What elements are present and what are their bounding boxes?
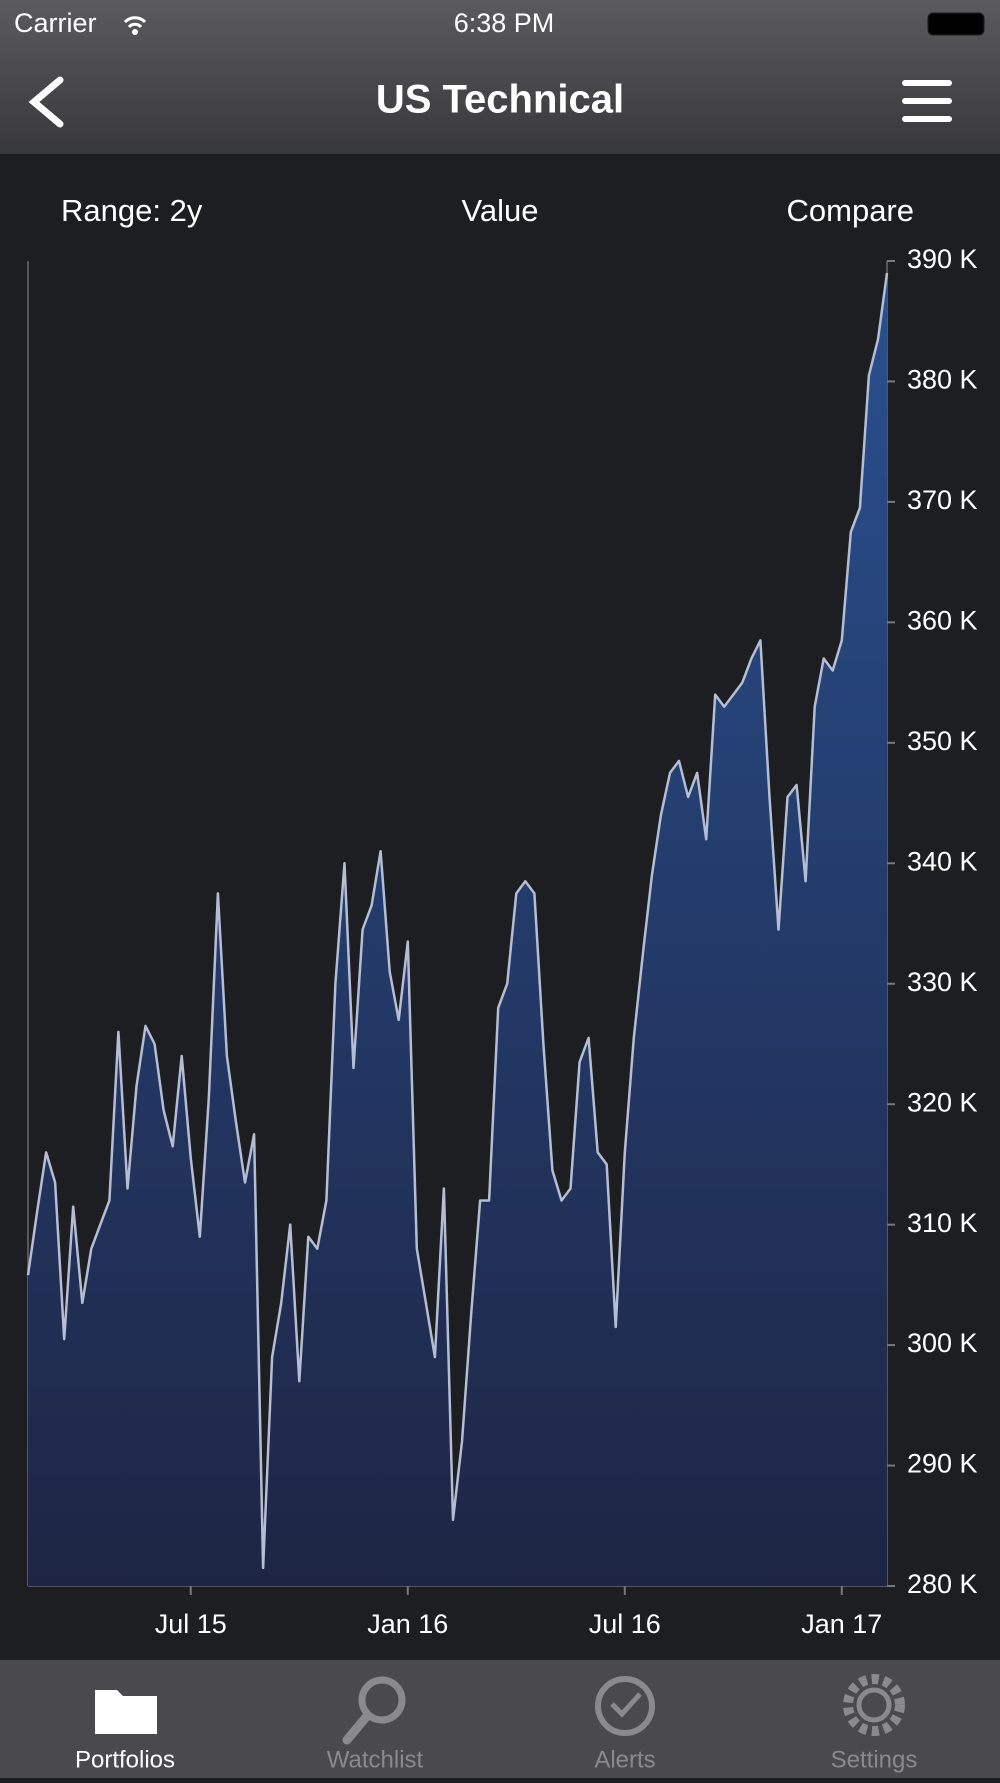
x-tick-label: Jan 16 — [367, 1609, 448, 1639]
battery — [927, 12, 985, 36]
chart: 280 K 290 K 300 K 310 K 320 K 330 K 340 K 350 K… — [26, 244, 978, 1639]
area-fill — [28, 273, 887, 1586]
folder-icon — [95, 1690, 157, 1734]
y-tick-label: 350 K — [907, 726, 978, 756]
tab-label: Alerts — [594, 1746, 655, 1773]
clock: 6:38 PM — [454, 8, 555, 38]
range-button[interactable]: Range: 2y — [61, 193, 203, 228]
menu-button[interactable] — [902, 80, 952, 122]
check-icon — [610, 1692, 642, 1718]
y-tick-label: 290 K — [907, 1449, 978, 1479]
y-tick-label: 370 K — [907, 485, 978, 515]
y-tick-label: 320 K — [907, 1087, 978, 1117]
tab-label: Portfolios — [75, 1746, 175, 1773]
wifi-dot — [132, 29, 138, 35]
line — [26, 272, 889, 1570]
x-tick-label: Jul 16 — [589, 1609, 661, 1639]
y-tick-label: 360 K — [907, 605, 978, 635]
tab-portfolios[interactable]: Portfolios — [75, 1690, 175, 1773]
compare-button[interactable]: Compare — [787, 193, 915, 228]
search-handle — [342, 1711, 372, 1745]
x-tick-label: Jul 15 — [155, 1609, 227, 1639]
y-tick-label: 380 K — [907, 365, 978, 395]
y-tick-label: 300 K — [907, 1328, 978, 1358]
carrier: Carrier — [14, 8, 97, 38]
wifi-icon — [123, 16, 147, 29]
search-icon — [358, 1676, 406, 1724]
gear-icon — [843, 1674, 905, 1736]
y-tick-label: 390 K — [907, 244, 978, 274]
tab-bar — [0, 1660, 1000, 1778]
tab-alerts[interactable]: Alerts — [594, 1676, 656, 1773]
nav-bar — [0, 0, 1000, 154]
y-tick-label: 310 K — [907, 1208, 978, 1238]
back-button[interactable] — [28, 76, 64, 128]
y-tick-label: 340 K — [907, 846, 978, 876]
value-button[interactable]: Value — [462, 193, 539, 228]
tab-watchlist[interactable]: Watchlist — [327, 1676, 424, 1773]
tab-label: Watchlist — [327, 1746, 424, 1773]
gear-core — [856, 1687, 892, 1723]
tab-label: Settings — [831, 1746, 918, 1773]
y-tick-label: 280 K — [907, 1569, 978, 1599]
clock-icon — [595, 1676, 655, 1736]
x-tick-label: Jan 17 — [801, 1609, 882, 1639]
y-tick-label: 330 K — [907, 967, 978, 997]
nav-title: US Technical — [376, 78, 624, 122]
tab-settings[interactable]: Settings — [831, 1674, 918, 1773]
